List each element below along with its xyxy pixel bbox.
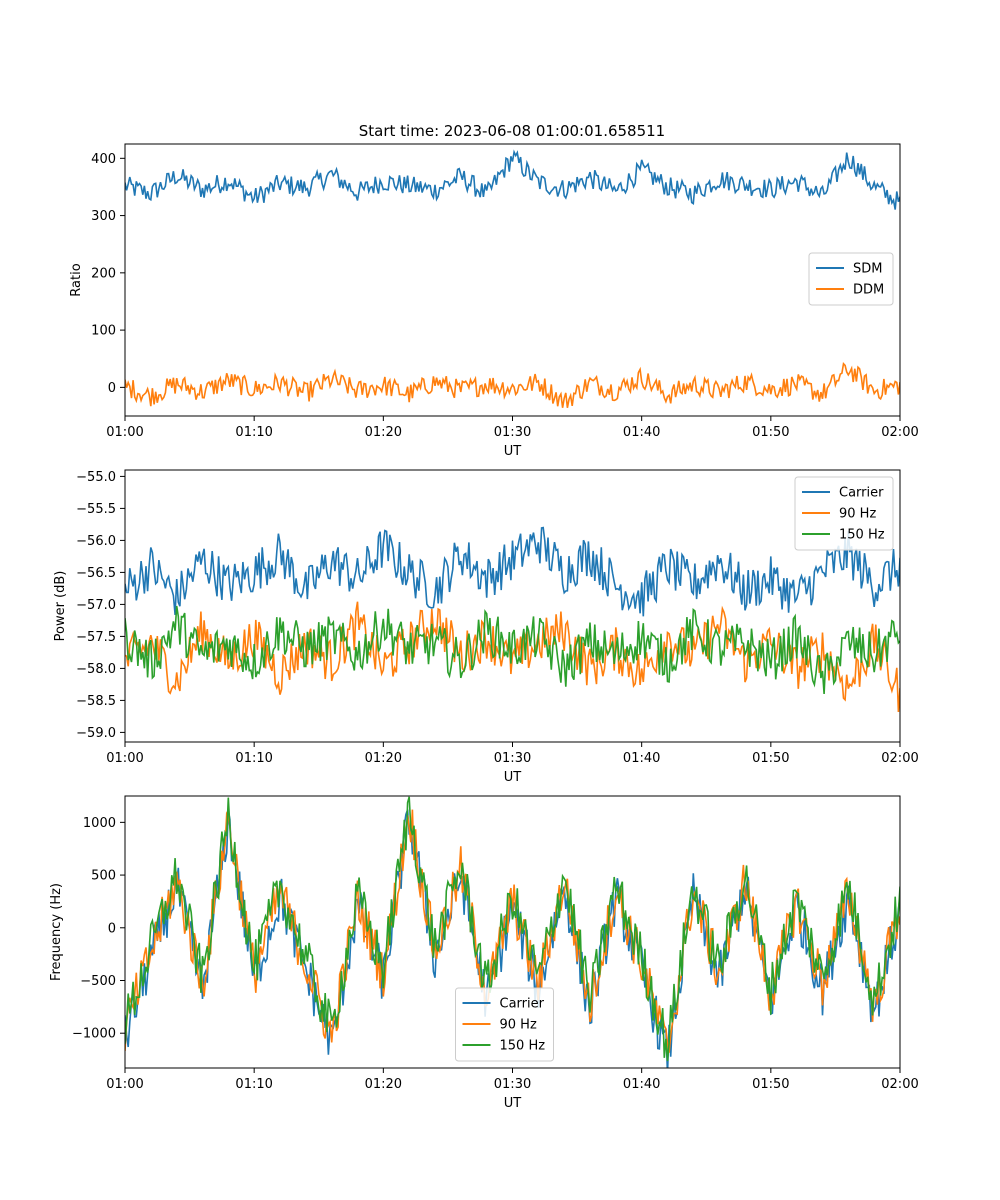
series-line-carrier <box>125 526 900 617</box>
x-tick-label: 01:30 <box>494 425 531 440</box>
y-tick-label: −55.5 <box>76 502 116 517</box>
y-tick-label: −1000 <box>72 1027 116 1042</box>
x-axis-label: UT <box>504 1096 522 1111</box>
y-axis-label: Frequency (Hz) <box>49 883 64 981</box>
legend-label: 90 Hz <box>839 507 876 522</box>
x-tick-label: 01:00 <box>106 751 143 766</box>
legend-label: 150 Hz <box>839 528 885 543</box>
legend: Carrier 90 Hz 150 Hz <box>794 476 894 551</box>
x-tick-label: 02:00 <box>881 1077 918 1092</box>
series-line-90-hz <box>125 601 900 713</box>
legend-label: 90 Hz <box>500 1018 537 1033</box>
x-tick-label: 01:20 <box>365 1077 402 1092</box>
y-tick-label: −56.0 <box>76 534 116 549</box>
y-tick-label: 1000 <box>83 816 116 831</box>
x-tick-label: 01:30 <box>494 751 531 766</box>
legend-box <box>455 987 554 1062</box>
y-axis-label: Ratio <box>69 263 84 296</box>
chart-panel-1: 01:00 01:10 01:20 01:30 01:40 01:50 02:00 0 100 2… <box>69 143 919 459</box>
series-line-ddm <box>125 361 900 408</box>
series-line-150-hz <box>125 605 900 695</box>
x-tick-label: 02:00 <box>881 751 918 766</box>
x-tick-label: 01:40 <box>623 425 660 440</box>
series-line-150-hz <box>125 796 900 1062</box>
x-tick-label: 01:00 <box>106 1077 143 1092</box>
y-tick-label: −55.0 <box>76 470 116 485</box>
chart-panel-2: 01:00 01:10 01:20 01:30 01:40 01:50 02:00 −55.0… <box>53 469 919 785</box>
x-tick-label: 01:20 <box>365 751 402 766</box>
legend-box <box>794 476 894 551</box>
legend-label: Carrier <box>500 997 545 1012</box>
x-tick-label: 01:10 <box>235 425 272 440</box>
x-tick-label: 01:00 <box>106 425 143 440</box>
y-tick-label: 300 <box>91 209 116 224</box>
legend-label: Carrier <box>839 486 884 501</box>
x-tick-label: 01:50 <box>752 751 789 766</box>
y-tick-label: 100 <box>91 324 116 339</box>
y-tick-label: −57.5 <box>76 630 116 645</box>
series-line-sdm <box>125 149 900 210</box>
y-tick-label: −58.0 <box>76 662 116 677</box>
plot-frame <box>124 469 901 743</box>
y-tick-label: −57.0 <box>76 598 116 613</box>
legend: Carrier 90 Hz 150 Hz <box>455 987 554 1062</box>
legend-label: 150 Hz <box>500 1039 546 1054</box>
y-tick-label: −500 <box>80 974 116 989</box>
x-tick-label: 01:10 <box>235 1077 272 1092</box>
x-tick-label: 02:00 <box>881 425 918 440</box>
y-tick-label: −56.5 <box>76 566 116 581</box>
y-tick-label: 0 <box>108 921 116 936</box>
y-tick-label: 500 <box>91 869 116 884</box>
legend-label: DDM <box>853 283 884 298</box>
x-tick-label: 01:50 <box>752 1077 789 1092</box>
legend: SDM DDM <box>808 252 894 306</box>
y-axis-label: Power (dB) <box>53 571 68 642</box>
x-tick-label: 01:30 <box>494 1077 531 1092</box>
chart-panel-3: 01:00 01:10 01:20 01:30 01:40 01:50 02:00 1000 5… <box>49 795 919 1111</box>
plots: 01:00 01:10 01:20 01:30 01:40 01:50 02:00 0 100 2… <box>49 143 919 1111</box>
x-axis-label: UT <box>504 444 522 459</box>
y-tick-label: 400 <box>91 152 116 167</box>
legend-label: SDM <box>853 262 882 277</box>
x-tick-label: 01:10 <box>235 751 272 766</box>
y-tick-label: 0 <box>108 381 116 396</box>
x-tick-label: 01:20 <box>365 425 402 440</box>
x-tick-label: 01:50 <box>752 425 789 440</box>
x-tick-label: 01:40 <box>623 751 660 766</box>
x-tick-label: 01:40 <box>623 1077 660 1092</box>
y-tick-label: −58.5 <box>76 694 116 709</box>
legend-box <box>808 252 894 306</box>
figure-title: Start time: 2023-06-08 01:00:01.658511 <box>359 122 665 140</box>
y-tick-label: −59.0 <box>76 726 116 741</box>
y-tick-label: 200 <box>91 266 116 281</box>
x-axis-label: UT <box>504 770 522 785</box>
